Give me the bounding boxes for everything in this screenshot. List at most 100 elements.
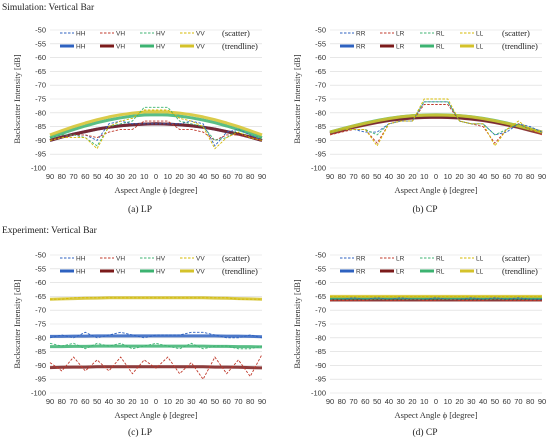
x-tick-label: 10	[420, 172, 428, 181]
y-tick-label: -60	[35, 278, 46, 287]
x-tick-label: 0	[434, 397, 438, 406]
x-tick-label: 80	[58, 397, 66, 406]
y-tick-label: -65	[315, 292, 326, 301]
y-tick-label: -95	[35, 150, 46, 159]
x-axis-label: Aspect Angle ϕ [degree]	[114, 185, 197, 195]
y-tick-label: -70	[315, 306, 326, 315]
y-axis-label: Backscatter Intensity [dB]	[292, 54, 302, 143]
legend-scatter-label: VV	[196, 256, 205, 263]
legend-trend-label: LL	[476, 269, 484, 276]
x-tick-label: 30	[396, 172, 404, 181]
scatter-lr	[329, 104, 543, 144]
scatter-rr	[329, 101, 543, 136]
y-tick-label: -75	[35, 95, 46, 104]
y-tick-label: -50	[315, 26, 326, 35]
y-tick-label: -75	[35, 320, 46, 329]
y-tick-label: -55	[35, 264, 46, 273]
y-axis-label: Backscatter Intensity [dB]	[12, 54, 22, 143]
legend-scatter-label: VV	[196, 31, 205, 38]
x-tick-label: 80	[246, 397, 254, 406]
legend-scatter-label: LL	[476, 256, 484, 263]
x-tick-label: 10	[164, 172, 172, 181]
x-tick-label: 40	[385, 397, 393, 406]
legend-trend-label: VV	[196, 44, 205, 51]
x-tick-label: 20	[455, 397, 463, 406]
x-tick-label: 30	[116, 172, 124, 181]
y-tick-label: -65	[315, 67, 326, 76]
x-tick-label: 20	[408, 172, 416, 181]
scatter-hv	[49, 342, 263, 350]
y-tick-label: -55	[315, 39, 326, 48]
y-tick-label: -70	[35, 306, 46, 315]
y-tick-label: -90	[35, 361, 46, 370]
scatter-hh	[49, 331, 263, 339]
x-tick-label: 70	[514, 172, 522, 181]
y-tick-label: -90	[315, 136, 326, 145]
x-tick-label: 80	[338, 397, 346, 406]
y-tick-label: -85	[35, 122, 46, 131]
legend-scatter-label: LR	[396, 256, 405, 263]
x-tick-label: 40	[199, 172, 207, 181]
legend-scatter-label: VH	[116, 256, 125, 263]
x-tick-label: 70	[69, 397, 77, 406]
legend-trend-label: RR	[356, 269, 366, 276]
legend-trendline-tag: (trendline)	[502, 266, 538, 276]
trendline-ll	[329, 113, 543, 134]
x-axis-label: Aspect Angle ϕ [degree]	[114, 410, 197, 420]
y-tick-label: -90	[315, 361, 326, 370]
legend-scatter-label: HV	[156, 256, 166, 263]
y-tick-label: -90	[35, 136, 46, 145]
x-tick-label: 0	[434, 172, 438, 181]
legend-scatter-label: LR	[396, 31, 405, 38]
y-axis-label: Backscatter Intensity [dB]	[292, 279, 302, 368]
legend-trend-label: LL	[476, 44, 484, 51]
y-tick-label: -75	[315, 95, 326, 104]
x-tick-label: 30	[116, 397, 124, 406]
x-tick-label: 50	[491, 172, 499, 181]
x-tick-label: 90	[538, 172, 546, 181]
x-tick-label: 30	[467, 397, 475, 406]
x-tick-label: 0	[154, 172, 158, 181]
legend-scatter-tag: (scatter)	[222, 28, 250, 38]
legend-trendline-tag: (trendline)	[222, 41, 258, 51]
y-tick-label: -85	[315, 122, 326, 131]
legend-trend-label: LR	[396, 44, 405, 51]
legend-trend-label: RR	[356, 44, 366, 51]
scatter-ll	[329, 98, 543, 147]
legend-trend-label: RL	[436, 44, 445, 51]
legend-scatter-tag: (scatter)	[502, 28, 530, 38]
legend-trend-label: RL	[436, 269, 445, 276]
y-tick-label: -50	[315, 251, 326, 260]
legend-scatter-label: LL	[476, 31, 484, 38]
x-tick-label: 10	[140, 397, 148, 406]
legend-trendline-tag: (trendline)	[222, 266, 258, 276]
trendline-vv	[49, 110, 263, 137]
y-axis-label: Backscatter Intensity [dB]	[12, 279, 22, 368]
trendline-hv	[49, 113, 263, 140]
scatter-rl	[329, 101, 543, 136]
caption-a: (a) LP	[127, 205, 152, 215]
y-tick-label: -80	[35, 333, 46, 342]
x-tick-label: 90	[326, 397, 334, 406]
x-tick-label: 0	[154, 397, 158, 406]
x-tick-label: 70	[69, 172, 77, 181]
legend-trend-label: VH	[116, 269, 125, 276]
x-tick-label: 70	[349, 172, 357, 181]
x-tick-label: 80	[338, 172, 346, 181]
y-tick-label: -95	[315, 150, 326, 159]
scatter-lr	[330, 298, 542, 301]
x-tick-label: 80	[58, 172, 66, 181]
y-tick-label: -55	[35, 39, 46, 48]
scatter-vh	[49, 120, 263, 141]
x-tick-label: 20	[128, 397, 136, 406]
legend-scatter-tag: (scatter)	[502, 253, 530, 263]
legend-trend-label: HH	[76, 44, 86, 51]
x-tick-label: 20	[128, 172, 136, 181]
y-tick-label: -65	[35, 292, 46, 301]
x-tick-label: 80	[526, 172, 534, 181]
legend-scatter-label: VH	[116, 31, 125, 38]
trendline-lr	[329, 115, 543, 135]
x-tick-label: 60	[502, 397, 510, 406]
x-tick-label: 50	[93, 172, 101, 181]
y-tick-label: -50	[35, 26, 46, 35]
